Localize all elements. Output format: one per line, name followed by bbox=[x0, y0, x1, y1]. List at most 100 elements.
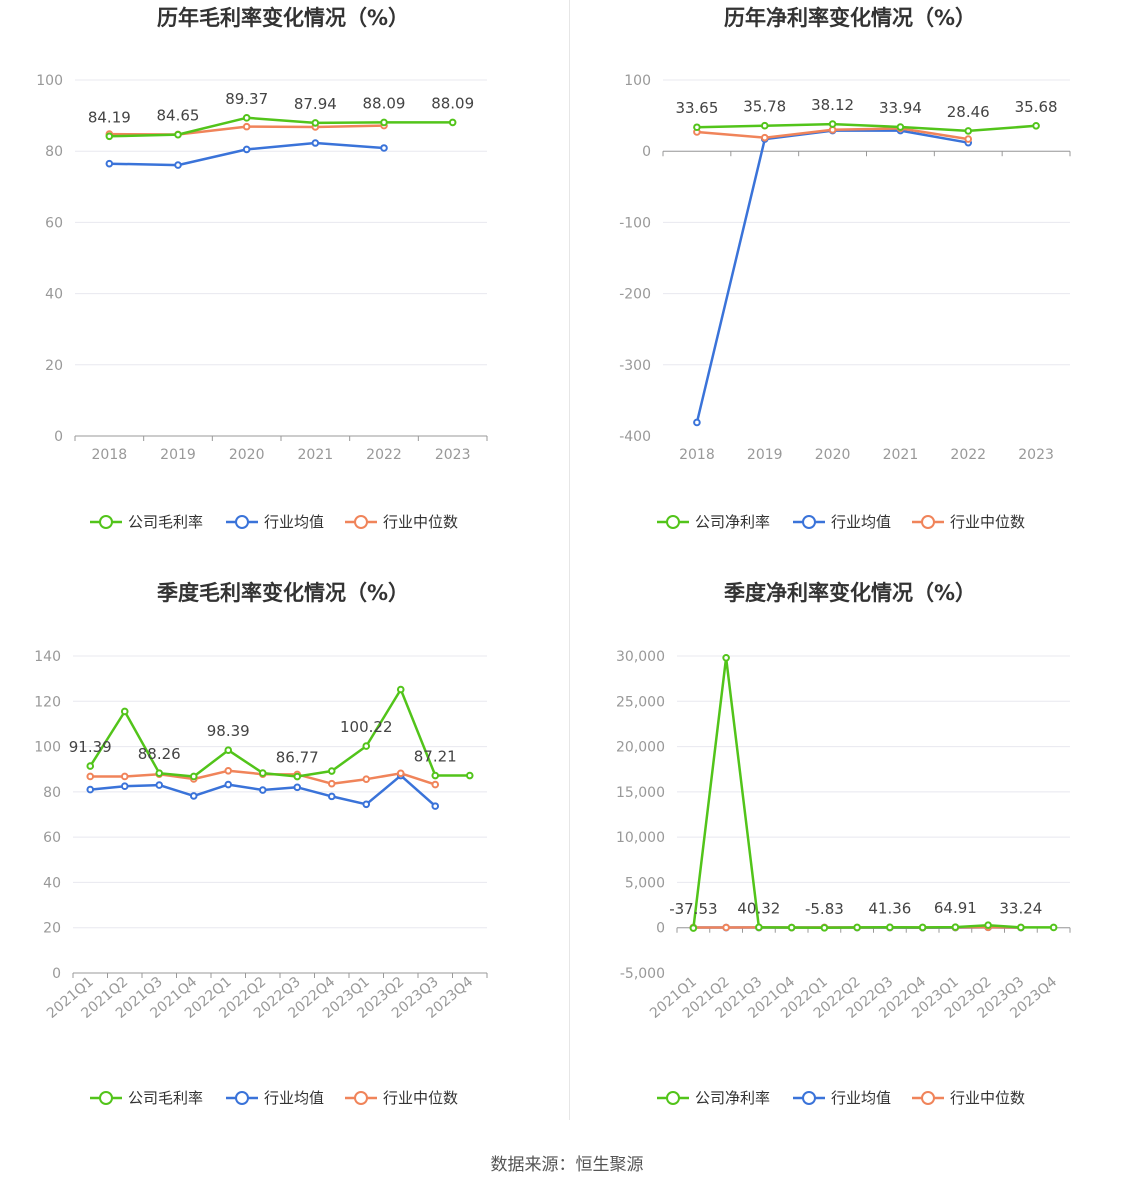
y-tick-label: 0 bbox=[52, 966, 61, 982]
data-point bbox=[258, 769, 267, 777]
chart-title: 季度毛利率变化情况（%） bbox=[157, 581, 409, 605]
x-tick-label: 2020 bbox=[229, 447, 265, 463]
y-tick-label: 100 bbox=[624, 73, 651, 89]
data-label: 100.22 bbox=[340, 718, 393, 736]
data-point bbox=[105, 159, 114, 168]
y-tick-label: 80 bbox=[43, 785, 61, 801]
data-point bbox=[86, 772, 95, 781]
legend-label-1: 行业均值 bbox=[831, 513, 891, 531]
data-point bbox=[431, 771, 440, 780]
legend-label-2: 行业中位数 bbox=[950, 1089, 1025, 1107]
legend-marker-2 bbox=[921, 1091, 935, 1105]
y-tick-label: 15,000 bbox=[616, 785, 665, 801]
data-point bbox=[760, 133, 769, 142]
data-point bbox=[327, 767, 336, 775]
data-point bbox=[886, 923, 894, 932]
data-point bbox=[189, 772, 198, 781]
legend-label-2: 行业中位数 bbox=[950, 513, 1025, 531]
data-point bbox=[174, 130, 182, 139]
data-label: 41.36 bbox=[868, 899, 911, 917]
data-point bbox=[311, 119, 320, 127]
data-point bbox=[105, 132, 114, 141]
data-point bbox=[362, 742, 371, 750]
data-point bbox=[311, 139, 320, 147]
data-point bbox=[693, 123, 701, 132]
y-tick-label: 40 bbox=[43, 875, 61, 891]
data-point bbox=[224, 766, 233, 775]
data-point bbox=[918, 923, 927, 932]
data-label: -37.53 bbox=[669, 900, 717, 918]
legend-marker-2 bbox=[921, 515, 935, 529]
x-tick-label: 2019 bbox=[160, 447, 196, 463]
data-point bbox=[951, 923, 960, 931]
x-tick-label: 2022 bbox=[950, 447, 986, 463]
y-tick-label: 120 bbox=[34, 694, 61, 710]
y-tick-label: 100 bbox=[36, 73, 63, 89]
data-point bbox=[396, 769, 405, 778]
data-source-note: 数据来源：恒生聚源 bbox=[490, 1155, 644, 1175]
data-point bbox=[760, 121, 769, 130]
data-point bbox=[258, 786, 267, 794]
data-point bbox=[431, 802, 440, 810]
data-label: -5.83 bbox=[805, 900, 844, 918]
data-label: 91.39 bbox=[69, 738, 112, 756]
data-point bbox=[787, 923, 796, 932]
data-label: 35.78 bbox=[743, 98, 786, 116]
data-label: 35.68 bbox=[1015, 98, 1058, 116]
data-point bbox=[465, 771, 474, 780]
data-point bbox=[189, 792, 198, 800]
y-tick-label: 0 bbox=[642, 144, 651, 160]
data-label: 33.24 bbox=[999, 899, 1042, 917]
data-point bbox=[86, 785, 95, 794]
series-line-0 bbox=[696, 122, 1037, 133]
data-point bbox=[224, 746, 233, 755]
legend-marker-1 bbox=[235, 515, 249, 529]
y-tick-label: 20,000 bbox=[616, 740, 665, 756]
chart-title: 历年净利率变化情况（%） bbox=[724, 6, 976, 30]
data-point bbox=[693, 418, 701, 427]
data-point bbox=[362, 775, 371, 783]
y-tick-label: 20 bbox=[45, 358, 63, 374]
legend-marker-1 bbox=[802, 1091, 816, 1105]
y-tick-label: 60 bbox=[45, 215, 63, 231]
x-tick-label: 2019 bbox=[747, 447, 783, 463]
data-point bbox=[155, 781, 164, 789]
data-point bbox=[689, 924, 698, 932]
data-point bbox=[174, 161, 182, 169]
data-point bbox=[828, 126, 837, 134]
quarterly-gross-margin-svg: 季度毛利率变化情况（%）0204060801001201402021Q12021… bbox=[34, 581, 488, 1107]
legend-label-0: 公司毛利率 bbox=[128, 513, 203, 531]
y-tick-label: 0 bbox=[54, 429, 63, 445]
data-point bbox=[820, 923, 829, 932]
y-tick-label: -200 bbox=[619, 287, 651, 303]
legend-label-0: 公司净利率 bbox=[695, 513, 770, 531]
legend-label-1: 行业均值 bbox=[831, 1089, 891, 1107]
legend-label-1: 行业均值 bbox=[264, 1089, 324, 1107]
y-tick-label: 10,000 bbox=[616, 830, 665, 846]
legend-marker-1 bbox=[802, 515, 816, 529]
legend-marker-0 bbox=[99, 1091, 113, 1105]
panel-divider bbox=[569, 0, 570, 1120]
series-line-0 bbox=[692, 656, 1054, 930]
data-point bbox=[242, 114, 251, 122]
legend-label-1: 行业均值 bbox=[264, 513, 324, 531]
annual-net-margin-chart: 历年净利率变化情况（%） -400 -300 -200 -100 0 100 2018 2019… bbox=[567, 0, 1134, 575]
data-label: 33.94 bbox=[879, 99, 922, 117]
data-point bbox=[380, 118, 388, 127]
data-label: 84.65 bbox=[157, 107, 200, 125]
data-label: 88.09 bbox=[431, 94, 474, 112]
data-label: 87.94 bbox=[294, 95, 337, 113]
legend-label-2: 行业中位数 bbox=[383, 1089, 458, 1107]
y-tick-label: 30,000 bbox=[616, 649, 665, 665]
data-point bbox=[964, 135, 973, 143]
data-label: 64.91 bbox=[934, 899, 977, 917]
y-tick-label: 100 bbox=[34, 740, 61, 756]
x-tick-label: 2022 bbox=[366, 447, 402, 463]
data-point bbox=[853, 923, 861, 932]
data-point bbox=[1017, 923, 1025, 932]
legend-marker-0 bbox=[666, 1091, 680, 1105]
quarterly-net-margin-svg: 季度净利率变化情况（%） -5,000 0 5,000 10,000 15,000 20,0… bbox=[616, 581, 1071, 1107]
data-label: 40.32 bbox=[737, 899, 780, 917]
data-point bbox=[293, 772, 302, 781]
legend-label-0: 公司净利率 bbox=[695, 1089, 770, 1107]
